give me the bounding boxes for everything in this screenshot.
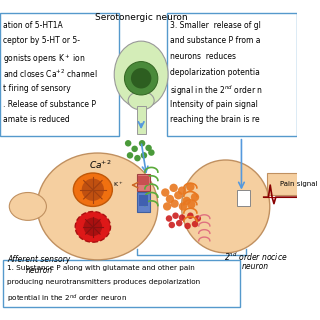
Text: and closes Ca$^{+2}$ channel: and closes Ca$^{+2}$ channel xyxy=(3,68,98,80)
Circle shape xyxy=(179,202,187,211)
Text: Serotonergic neuron: Serotonergic neuron xyxy=(95,13,188,22)
Text: K$^+$: K$^+$ xyxy=(113,180,124,188)
Circle shape xyxy=(166,195,174,203)
Circle shape xyxy=(148,149,155,156)
Ellipse shape xyxy=(73,173,112,206)
Text: ation of 5-HT1A: ation of 5-HT1A xyxy=(3,21,62,30)
Circle shape xyxy=(179,214,185,221)
Circle shape xyxy=(170,184,178,192)
Ellipse shape xyxy=(75,212,110,242)
Circle shape xyxy=(191,193,199,201)
Text: neuron: neuron xyxy=(25,266,52,275)
Circle shape xyxy=(184,223,191,229)
Circle shape xyxy=(134,155,141,161)
Circle shape xyxy=(176,220,182,226)
Text: producing neurotransmitters produces depolarization: producing neurotransmitters produces dep… xyxy=(6,279,200,285)
Circle shape xyxy=(182,197,191,205)
Bar xyxy=(139,195,148,206)
Text: . Release of substance P: . Release of substance P xyxy=(3,100,96,108)
Circle shape xyxy=(172,212,179,219)
Bar xyxy=(268,173,300,195)
Text: t firing of sensory: t firing of sensory xyxy=(3,84,70,93)
Circle shape xyxy=(161,188,170,197)
Circle shape xyxy=(171,199,179,208)
Text: 2$^{nd}$ order nocice: 2$^{nd}$ order nocice xyxy=(224,251,287,263)
Ellipse shape xyxy=(114,41,168,108)
Text: depolarization potentia: depolarization potentia xyxy=(170,68,260,77)
Text: and substance P from a: and substance P from a xyxy=(170,36,260,45)
Text: neurons  reduces: neurons reduces xyxy=(170,52,236,61)
Circle shape xyxy=(124,61,158,95)
Circle shape xyxy=(186,183,195,191)
Circle shape xyxy=(174,191,182,199)
Text: 1. Substance P along with glutamate and other pain: 1. Substance P along with glutamate and … xyxy=(6,265,194,271)
Circle shape xyxy=(178,187,186,195)
Circle shape xyxy=(125,140,132,147)
FancyBboxPatch shape xyxy=(0,13,119,136)
Text: Ca$^{+2}$: Ca$^{+2}$ xyxy=(89,158,112,171)
Circle shape xyxy=(169,222,175,228)
Text: potential in the 2$^{nd}$ order neuron: potential in the 2$^{nd}$ order neuron xyxy=(6,293,127,305)
Text: 3. Smaller  release of gl: 3. Smaller release of gl xyxy=(170,21,261,30)
Circle shape xyxy=(141,152,147,159)
Text: amate is reduced: amate is reduced xyxy=(3,116,69,124)
Text: Afferent sensory: Afferent sensory xyxy=(7,255,71,264)
Circle shape xyxy=(195,215,201,222)
Text: neuron: neuron xyxy=(242,262,269,271)
Ellipse shape xyxy=(9,193,46,220)
Circle shape xyxy=(187,200,196,209)
Bar xyxy=(138,176,148,185)
Text: Pain signal: Pain signal xyxy=(280,181,318,187)
Bar xyxy=(137,192,149,212)
Ellipse shape xyxy=(37,153,158,260)
Circle shape xyxy=(139,140,145,147)
Text: Intensity of pain signal: Intensity of pain signal xyxy=(170,100,258,108)
Text: ceptor by 5-HT or 5-: ceptor by 5-HT or 5- xyxy=(3,36,80,45)
Bar xyxy=(237,190,250,206)
Text: gonists opens K$^+$ ion: gonists opens K$^+$ ion xyxy=(3,52,85,66)
Circle shape xyxy=(132,146,138,152)
Circle shape xyxy=(84,218,102,236)
Circle shape xyxy=(131,68,151,89)
Text: signal in the 2$^{nd}$ order n: signal in the 2$^{nd}$ order n xyxy=(170,84,263,98)
Ellipse shape xyxy=(128,91,154,110)
Circle shape xyxy=(163,202,171,211)
FancyBboxPatch shape xyxy=(3,260,240,307)
Circle shape xyxy=(82,179,104,201)
Bar xyxy=(137,174,149,191)
FancyBboxPatch shape xyxy=(167,13,297,136)
Circle shape xyxy=(145,145,152,151)
Circle shape xyxy=(127,152,133,159)
Bar xyxy=(137,106,146,134)
Circle shape xyxy=(192,221,198,227)
Text: reaching the brain is re: reaching the brain is re xyxy=(170,116,260,124)
Circle shape xyxy=(187,212,194,219)
Ellipse shape xyxy=(181,160,270,253)
Circle shape xyxy=(166,215,172,222)
